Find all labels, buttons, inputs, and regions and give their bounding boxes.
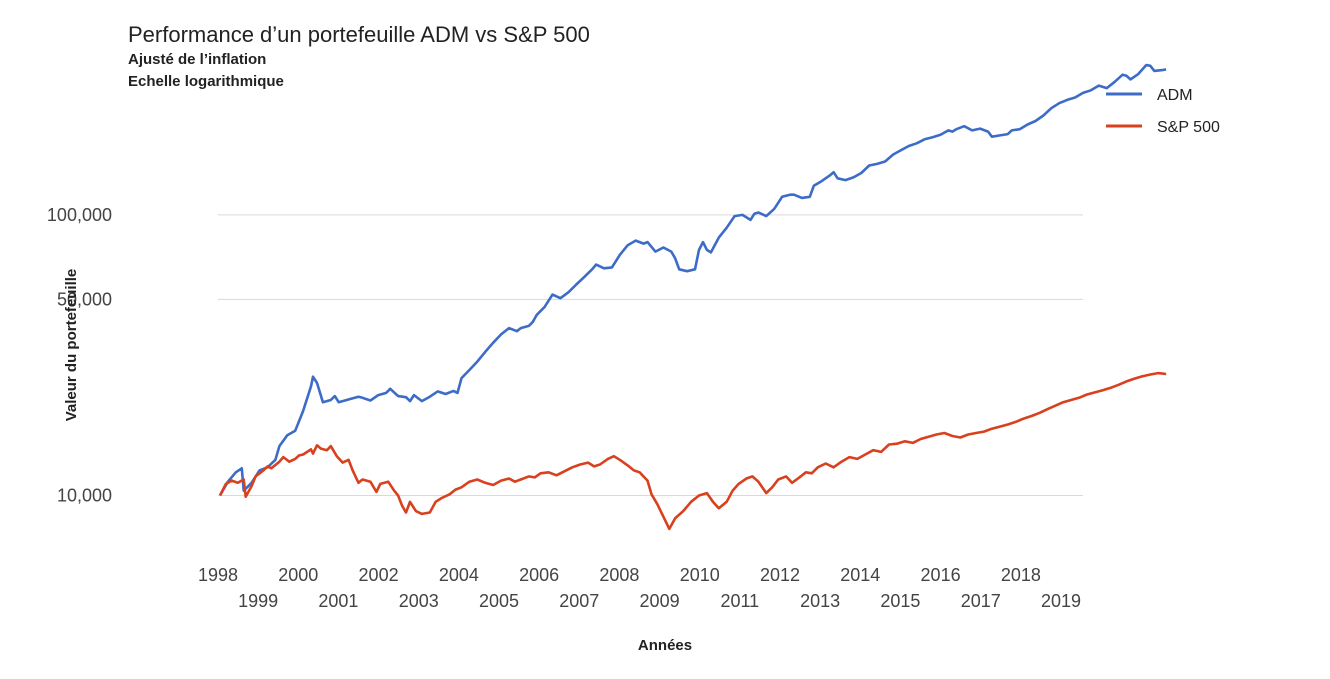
x-tick-label: 2016 <box>921 565 961 585</box>
x-tick-label: 2009 <box>640 591 680 611</box>
y-tick-label: 10,000 <box>57 486 112 506</box>
x-tick-label: 2004 <box>439 565 479 585</box>
y-tick-label: 50,000 <box>57 289 112 309</box>
x-tick-label: 2012 <box>760 565 800 585</box>
x-axis-ticks: 1998199920002001200220032004200520062007… <box>198 565 1081 611</box>
series-line-adm <box>218 63 1167 497</box>
x-tick-label: 2010 <box>680 565 720 585</box>
series-lines <box>218 63 1167 531</box>
x-tick-label: 2011 <box>720 591 759 611</box>
x-tick-label: 2007 <box>559 591 599 611</box>
chart-title: Performance d’un portefeuille ADM vs S&P… <box>128 22 590 47</box>
x-tick-label: 2015 <box>880 591 920 611</box>
x-axis-label: Années <box>638 637 692 654</box>
gridlines <box>218 214 1083 497</box>
x-tick-label: 2014 <box>840 565 880 585</box>
x-tick-label: 2019 <box>1041 591 1081 611</box>
x-tick-label: 2000 <box>278 565 318 585</box>
x-tick-label: 2013 <box>800 591 840 611</box>
y-axis-ticks: 10,000 50,000 100,000 <box>47 205 112 506</box>
legend-label-sp500: S&P 500 <box>1157 119 1220 136</box>
legend-label-adm: ADM <box>1157 87 1193 104</box>
x-tick-label: 2002 <box>359 565 399 585</box>
y-axis-label: Valeur du portefeuille <box>63 269 80 422</box>
x-tick-label: 2018 <box>1001 565 1041 585</box>
x-tick-label: 1999 <box>238 591 278 611</box>
x-tick-label: 2017 <box>961 591 1001 611</box>
x-tick-label: 2001 <box>318 591 358 611</box>
legend: ADM S&P 500 <box>1106 87 1220 136</box>
chart-subtitle-inflation: Ajusté de l’inflation <box>128 51 267 68</box>
x-tick-label: 2003 <box>399 591 439 611</box>
chart-subtitle-log-scale: Echelle logarithmique <box>128 73 284 90</box>
x-tick-label: 2005 <box>479 591 519 611</box>
x-tick-label: 2008 <box>599 565 639 585</box>
x-tick-label: 2006 <box>519 565 559 585</box>
y-tick-label: 100,000 <box>47 205 112 225</box>
series-line-sp500 <box>218 371 1167 531</box>
x-tick-label: 1998 <box>198 565 238 585</box>
